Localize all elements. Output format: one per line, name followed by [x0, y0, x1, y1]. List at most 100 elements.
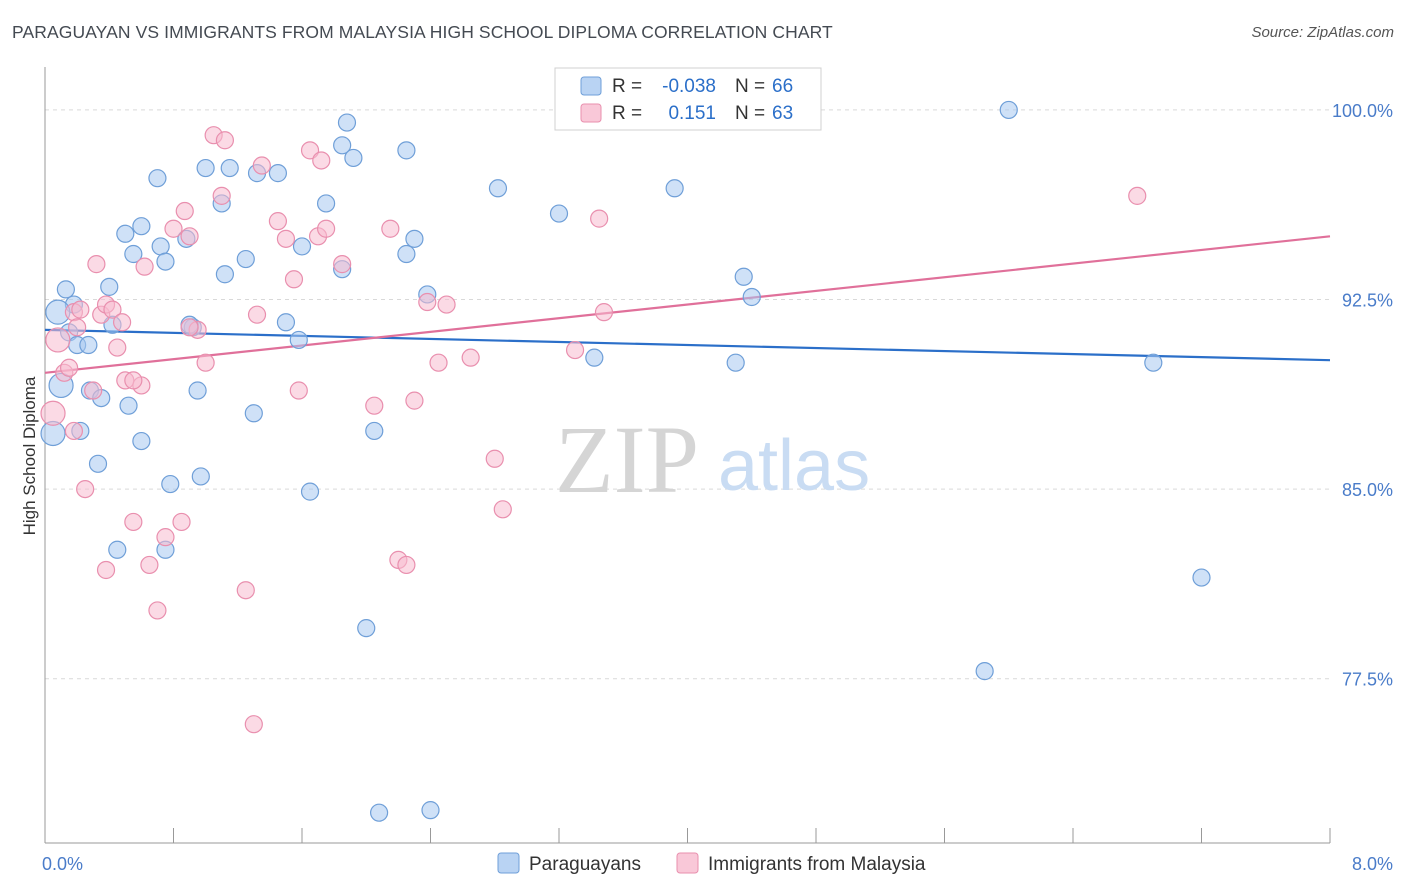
watermark-zip: ZIP	[555, 406, 699, 513]
y-tick-label-0: 100.0%	[1332, 101, 1393, 121]
malaysia-point-27	[196, 353, 215, 372]
malaysia-point-42	[333, 255, 352, 274]
y-tick-labels: 100.0% 92.5% 85.0% 77.5%	[1332, 101, 1393, 690]
malaysia-point-44	[381, 219, 400, 238]
stats-legend: R = -0.038 N = 66 R = 0.151 N = 63	[554, 67, 822, 131]
paraguayan-trend-line	[44, 328, 1331, 362]
y-tick-label-3: 77.5%	[1342, 670, 1393, 690]
watermark-atlas: atlas	[718, 426, 870, 506]
malaysia-point-37	[289, 381, 308, 400]
paraguayan-point-32	[268, 164, 288, 183]
malaysia-point-0	[40, 400, 66, 426]
chart-title: PARAGUAYAN VS IMMIGRANTS FROM MALAYSIA H…	[12, 22, 833, 42]
paraguayan-point-44	[370, 803, 389, 822]
malaysia-point-25	[180, 227, 199, 246]
stats-r-value-2: 0.151	[668, 103, 716, 124]
y-tick-label-1: 92.5%	[1342, 291, 1393, 311]
paraguayan-point-24	[188, 381, 207, 400]
paraguayan-point-29	[220, 158, 239, 178]
paraguayan-point-7	[79, 335, 98, 355]
legend-label-paraguayans: Paraguayans	[529, 854, 641, 875]
legend-swatch-paraguayans	[497, 852, 520, 874]
paraguayan-point-51	[549, 204, 569, 223]
x-tick-labels: 0.0% 8.0%	[42, 854, 1393, 874]
malaysia-trend-line	[44, 235, 1331, 374]
malaysia-point-61	[180, 318, 199, 337]
paraguayan-point-49	[421, 801, 440, 820]
paraguayan-point-33	[276, 313, 296, 332]
malaysia-point-30	[215, 131, 234, 150]
malaysia-point-60	[124, 371, 143, 390]
stats-n-label-1: N =	[735, 76, 765, 97]
malaysia-point-9	[87, 255, 106, 274]
paraguayan-point-46	[397, 244, 416, 264]
paraguayan-point-43	[365, 421, 384, 441]
paraguayan-point-15	[124, 244, 143, 264]
paraguayan-point-50	[488, 179, 508, 198]
malaysia-point-16	[124, 512, 143, 532]
paraguayan-point-55	[734, 267, 753, 286]
legend-label-malaysia: Immigrants from Malaysia	[708, 854, 926, 875]
malaysia-point-18	[135, 257, 154, 276]
malaysia-point-43	[365, 396, 384, 415]
paraguayan-point-62	[244, 404, 263, 423]
paraguayan-point-9	[88, 454, 108, 473]
paraguayan-point-30	[236, 249, 255, 269]
source-label: Source: ZipAtlas.com	[1251, 24, 1394, 41]
malaysia-point-46	[397, 555, 416, 575]
malaysia-point-36	[284, 270, 304, 289]
paraguayan-point-45	[397, 141, 416, 160]
malaysia-point-55	[590, 209, 609, 228]
paraguayan-point-35	[292, 237, 312, 256]
malaysia-point-31	[236, 581, 255, 600]
axes	[44, 67, 1331, 844]
stats-r-value-1: -0.038	[662, 76, 716, 97]
malaysia-point-21	[156, 528, 175, 547]
y-tick-label-2: 85.0%	[1342, 480, 1393, 500]
paraguayan-point-54	[726, 353, 745, 372]
paraguayan-point-13	[116, 224, 135, 243]
malaysia-point-29	[212, 186, 231, 205]
malaysia-point-14	[112, 313, 132, 332]
paraguayan-point-21	[161, 474, 180, 494]
malaysia-point-59	[64, 421, 84, 441]
malaysia-point-1	[45, 327, 71, 353]
paraguayan-point-37	[316, 194, 336, 213]
stats-n-value-2: 63	[772, 103, 793, 124]
paraguayan-point-16	[132, 431, 151, 451]
malaysia-point-62	[276, 229, 296, 248]
malaysia-point-52	[485, 449, 504, 468]
malaysia-point-19	[140, 555, 159, 575]
paraguayan-point-2	[56, 280, 75, 299]
malaysia-point-20	[148, 601, 167, 620]
malaysia-point-7	[76, 479, 95, 499]
malaysia-point-33	[247, 305, 267, 324]
paraguayan-point-40	[337, 113, 357, 132]
stats-swatch-blue	[580, 76, 602, 96]
malaysia-point-54	[565, 340, 585, 360]
malaysia-point-51	[461, 348, 480, 367]
malaysia-point-48	[418, 292, 437, 312]
malaysia-point-24	[175, 201, 194, 221]
x-tick-label-0: 0.0%	[42, 854, 83, 874]
stats-r-label-1: R =	[612, 76, 642, 97]
paraguayan-point-34	[289, 330, 308, 350]
stats-swatch-pink	[580, 103, 602, 123]
bottom-legend: Paraguayans Immigrants from Malaysia	[497, 852, 926, 875]
paraguayan-point-42	[357, 619, 376, 638]
paraguayan-point-47	[405, 229, 424, 248]
malaysia-point-23	[172, 512, 191, 532]
stats-n-label-2: N =	[735, 103, 765, 124]
malaysia-point-8	[84, 381, 103, 400]
paraguayan-point-58	[999, 100, 1018, 120]
zipatlas-watermark: ZIP atlas	[555, 406, 870, 513]
malaysia-point-56	[594, 303, 614, 322]
paraguayan-point-14	[119, 396, 138, 415]
x-tick-label-1: 8.0%	[1352, 854, 1393, 874]
malaysia-point-3	[59, 358, 79, 377]
malaysia-point-34	[252, 156, 271, 175]
paraguayan-point-56	[742, 287, 761, 307]
malaysia-point-41	[316, 219, 336, 238]
paraguayan-point-41	[344, 148, 363, 168]
malaysia-point-13	[108, 338, 127, 357]
